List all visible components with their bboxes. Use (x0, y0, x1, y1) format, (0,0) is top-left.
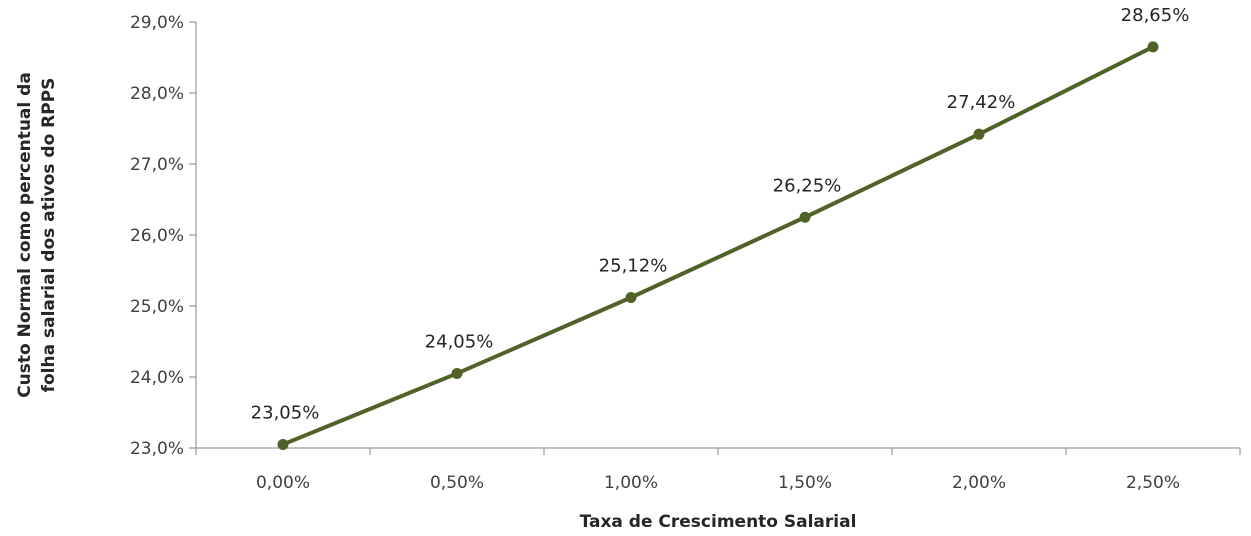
series-group (277, 41, 1159, 450)
data-point (1147, 41, 1159, 53)
data-label: 26,25% (773, 175, 842, 196)
y-tick-label: 25,0% (130, 297, 184, 317)
data-label: 27,42% (947, 92, 1016, 113)
y-tick-label: 28,0% (130, 84, 184, 104)
y-tick-label: 23,0% (130, 439, 184, 459)
y-axis: 23,0% 24,0% 25,0% 26,0% 27,0% 28,0% 29,0% (130, 13, 197, 459)
data-point (451, 367, 463, 379)
x-tick-label: 1,00% (604, 473, 658, 493)
data-label: 25,12% (599, 255, 668, 276)
x-tick-label: 2,00% (952, 473, 1006, 493)
y-tick-label: 29,0% (130, 13, 184, 33)
y-axis-title-line: Custo Normal como percentual da (15, 72, 35, 398)
x-tick-label: 0,50% (430, 473, 484, 493)
data-point (973, 128, 985, 140)
series-line (282, 45, 1154, 447)
data-label: 23,05% (251, 402, 320, 423)
x-tick-label: 1,50% (778, 473, 832, 493)
x-tick-label: 0,00% (256, 473, 310, 493)
y-tick-label: 27,0% (130, 155, 184, 175)
data-labels: 23,05% 24,05% 25,12% 26,25% 27,42% 28,65% (251, 5, 1190, 424)
x-axis: 0,00% 0,50% 1,00% 1,50% 2,00% 2,50% (195, 447, 1241, 493)
data-label: 28,65% (1121, 5, 1190, 26)
x-axis-title: Taxa de Crescimento Salarial (580, 512, 857, 532)
y-axis-title: Custo Normal como percentual da folha sal… (15, 72, 59, 398)
x-tick-label: 2,50% (1126, 473, 1180, 493)
data-point (277, 438, 289, 450)
y-tick-label: 26,0% (130, 226, 184, 246)
y-tick-label: 24,0% (130, 368, 184, 388)
data-point (625, 291, 637, 303)
y-axis-title-line: folha salarial dos ativos do RPPS (39, 78, 59, 393)
data-point (799, 211, 811, 223)
data-label: 24,05% (425, 331, 494, 352)
